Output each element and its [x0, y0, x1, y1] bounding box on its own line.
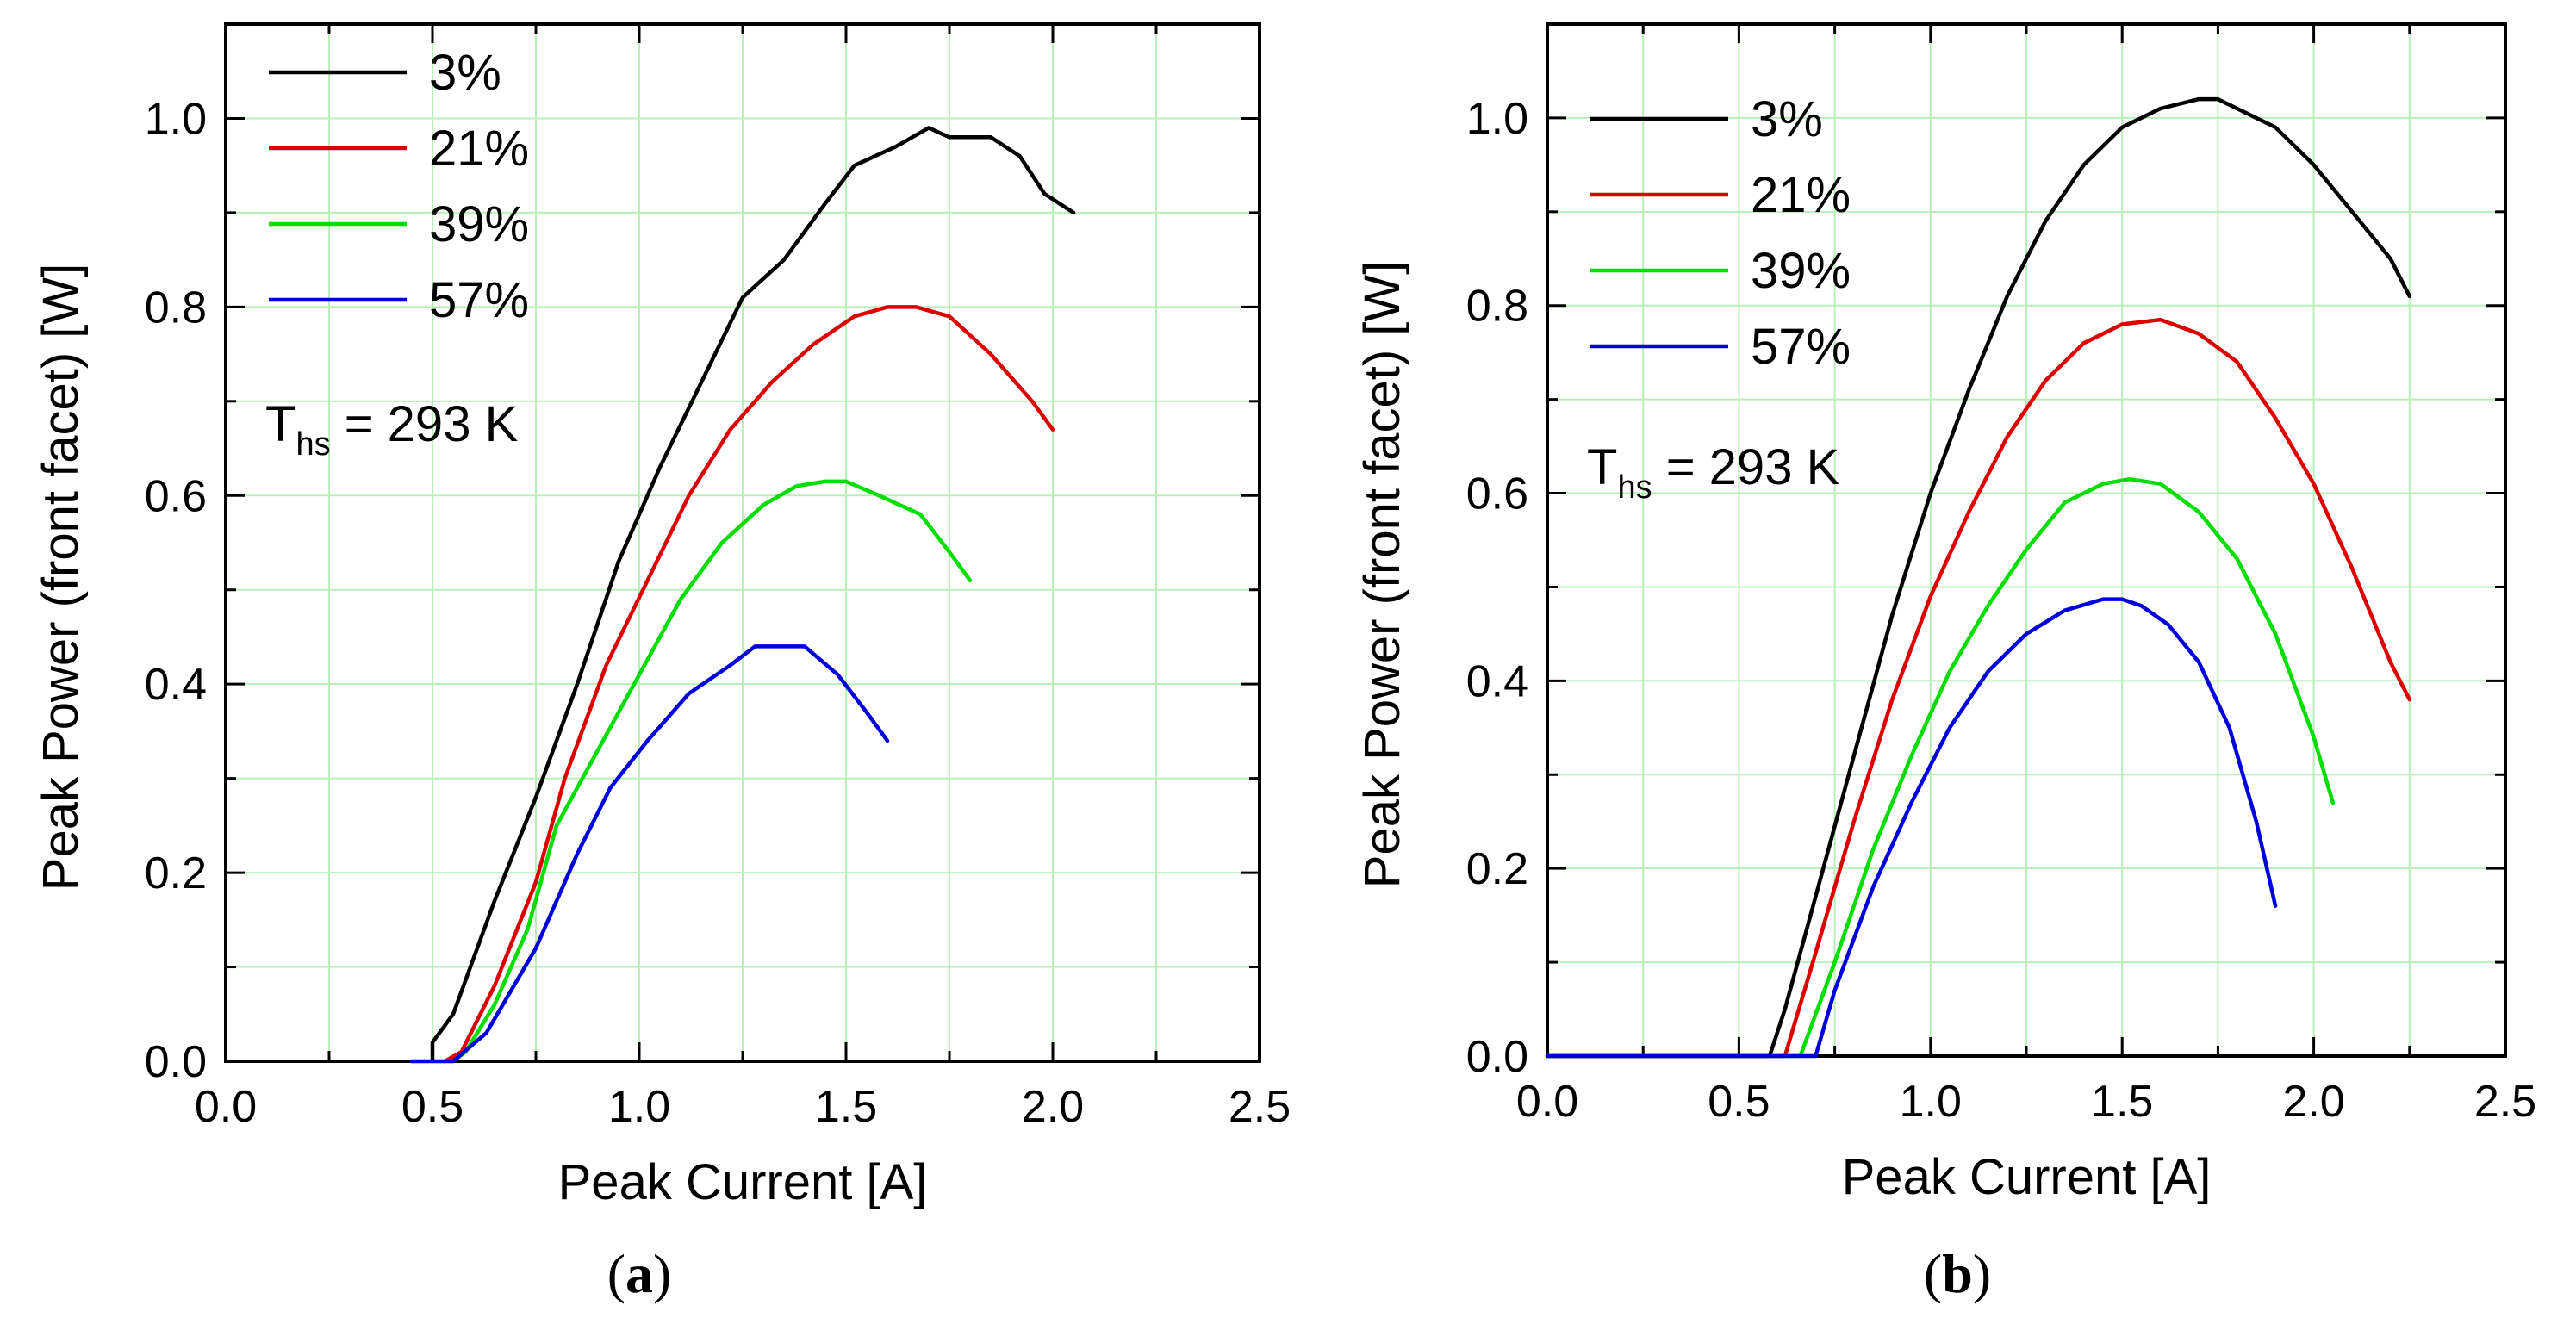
x-axis-title: Peak Current [A] — [558, 1154, 928, 1210]
series-line-39pct — [1545, 476, 2336, 1059]
chart-panel-b: 0.0 0.5 1.0 1.5 2.0 2.5 0.0 0.2 0.4 0.6 0.8 1.0 Peak… — [1354, 22, 2536, 1304]
legend-label: 21% — [1751, 167, 1851, 223]
y-tick-label: 0.2 — [1466, 844, 1528, 894]
y-tick-label: 0.0 — [1466, 1032, 1528, 1082]
legend-label: 21% — [429, 121, 529, 177]
legend: 3% 21% 39% 57% — [1590, 91, 1851, 375]
legend-label: 39% — [429, 196, 529, 252]
y-tick-label: 0.4 — [145, 660, 207, 710]
panel-caption: (a) — [607, 1243, 672, 1304]
series-line-57pct — [409, 644, 890, 1064]
legend-label: 39% — [1751, 243, 1851, 299]
y-tick-label: 0.0 — [145, 1037, 207, 1087]
x-tick-label: 1.5 — [2091, 1077, 2153, 1127]
legend-label: 57% — [1751, 319, 1851, 375]
y-tick-label: 0.8 — [145, 283, 207, 332]
chart-panel-a: 0.0 0.5 1.0 1.5 2.0 2.5 0.0 0.2 0.4 0.6 0.8 1.0 Peak… — [33, 22, 1291, 1304]
panel-caption: (b) — [1924, 1243, 1991, 1304]
x-tick-label: 1.5 — [815, 1082, 877, 1132]
x-tick-label: 0.5 — [1708, 1077, 1770, 1127]
grid — [226, 24, 1260, 1061]
series-line-21pct — [1545, 317, 2412, 1059]
y-tick-label: 0.6 — [145, 471, 207, 521]
grid — [1547, 24, 2505, 1056]
series-line-39pct — [451, 479, 973, 1064]
y-tick-label: 0.8 — [1466, 282, 1528, 332]
legend-label: 57% — [429, 272, 529, 328]
x-tick-label: 1.0 — [1900, 1077, 1962, 1127]
temperature-annotation: Ths = 293 K — [1587, 439, 1840, 506]
y-tick-label: 1.0 — [1466, 94, 1528, 144]
series-line-21pct — [443, 305, 1055, 1064]
legend-label: 3% — [429, 45, 501, 101]
x-tick-label: 2.5 — [1229, 1082, 1291, 1132]
x-axis-title: Peak Current [A] — [1842, 1149, 2212, 1205]
y-axis-title: Peak Power (front facet) [W] — [1354, 261, 1410, 888]
x-tick-label: 2.5 — [2474, 1077, 2536, 1127]
series-line-3pct — [430, 126, 1076, 1064]
temperature-annotation: Ths = 293 K — [265, 396, 519, 463]
series-line-57pct — [1545, 597, 2278, 1059]
y-tick-label: 1.0 — [145, 94, 207, 144]
x-tick-label: 0.0 — [1516, 1077, 1578, 1127]
x-tick-label: 2.0 — [1022, 1082, 1084, 1132]
series-line-3pct — [1545, 96, 2412, 1059]
y-tick-label: 0.2 — [145, 848, 207, 898]
x-tick-label: 2.0 — [2282, 1077, 2344, 1127]
legend-label: 3% — [1751, 91, 1823, 147]
x-tick-label: 0.5 — [401, 1082, 464, 1132]
y-tick-label: 0.4 — [1466, 656, 1528, 706]
y-axis-title: Peak Power (front facet) [W] — [33, 264, 89, 891]
x-tick-label: 0.0 — [195, 1082, 257, 1132]
y-tick-label: 0.6 — [1466, 469, 1528, 519]
x-tick-label: 1.0 — [608, 1082, 670, 1132]
legend: 3% 21% 39% 57% — [269, 45, 529, 328]
